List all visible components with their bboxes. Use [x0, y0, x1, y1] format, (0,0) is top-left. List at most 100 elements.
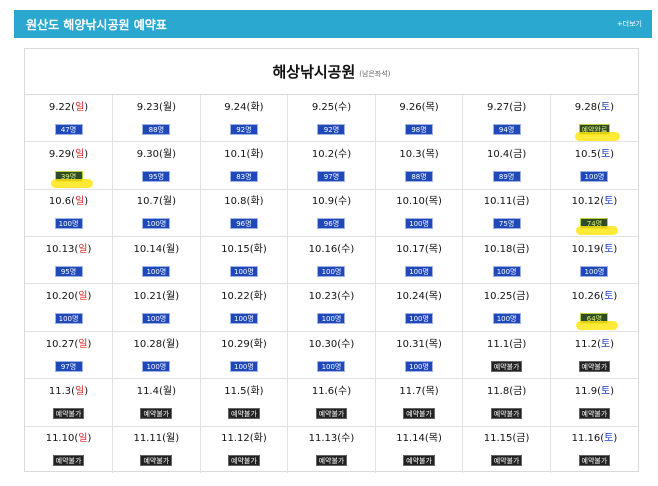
day-date: 10.25(금)	[463, 290, 550, 303]
date-number: 9.27(	[486, 101, 514, 113]
date-number: 9.24(	[224, 101, 251, 113]
seats-remaining-button[interactable]: 96명	[229, 218, 258, 230]
date-number: 11.10(	[45, 433, 79, 445]
weekday-label: 화	[250, 385, 260, 397]
seats-remaining-button[interactable]: 100명	[405, 360, 434, 372]
seats-remaining-button[interactable]: 88명	[142, 123, 171, 135]
seats-remaining-button[interactable]: 100명	[405, 265, 434, 277]
seats-remaining-button[interactable]: 100명	[492, 313, 521, 325]
day-date: 10.17(목)	[376, 243, 463, 256]
seats-remaining-button[interactable]: 100명	[405, 313, 434, 325]
date-paren: )	[522, 338, 527, 350]
seats-remaining-button[interactable]: 100명	[142, 360, 171, 372]
date-paren: )	[350, 338, 355, 350]
seats-remaining-button[interactable]: 100명	[142, 265, 171, 277]
weekday-label: 화	[253, 338, 263, 350]
seats-remaining-button[interactable]: 100명	[317, 360, 346, 372]
seats-remaining-button[interactable]: 100명	[317, 265, 346, 277]
seats-remaining-button[interactable]: 100명	[142, 218, 171, 230]
seats-remaining-button[interactable]: 100명	[229, 313, 258, 325]
day-date: 10.22(화)	[201, 290, 288, 303]
seats-remaining-button[interactable]: 92명	[317, 123, 346, 135]
date-paren: )	[437, 243, 442, 255]
seats-remaining-button[interactable]: 97명	[54, 360, 83, 372]
calendar-day-cell: 11.5(화) 예약불가	[199, 378, 289, 427]
seats-remaining-button[interactable]: 97명	[317, 171, 346, 183]
weekday-label: 수	[341, 291, 351, 303]
date-number: 10.19(	[571, 243, 605, 255]
date-paren: )	[87, 338, 92, 350]
date-number: 11.3(	[48, 385, 76, 397]
date-number: 10.7(	[136, 196, 163, 208]
seats-remaining-button[interactable]: 75명	[492, 218, 521, 230]
reservation-unavailable-badge: 예약불가	[228, 455, 260, 467]
seats-remaining-button[interactable]: 100명	[580, 171, 609, 183]
date-number: 9.25(	[311, 101, 338, 113]
seats-remaining-button[interactable]: 100명	[492, 265, 521, 277]
calendar-day-cell: 11.13(수) 예약불가	[287, 425, 376, 473]
seats-remaining-button[interactable]: 83명	[229, 171, 258, 183]
day-date: 11.7(목)	[376, 385, 463, 398]
weekday-label: 금	[513, 385, 523, 397]
seats-remaining-button[interactable]: 96명	[317, 218, 346, 230]
weekday-label: 토	[600, 385, 611, 397]
day-date: 9.26(목)	[376, 101, 463, 114]
date-paren: )	[434, 101, 439, 113]
seats-remaining-button[interactable]: 89명	[492, 171, 521, 183]
calendar-week-row: 10.6(일) 100명 10.7(월) 100명 10.8(화) 96명 10.9(수) 9…	[25, 188, 638, 238]
weekday-label: 금	[513, 149, 523, 161]
weekday-label: 목	[428, 433, 438, 445]
seats-remaining-button[interactable]: 95명	[142, 171, 171, 183]
seats-remaining-button[interactable]: 92명	[229, 123, 258, 135]
seats-remaining-button[interactable]: 94명	[492, 123, 521, 135]
date-paren: )	[87, 243, 92, 255]
day-date: 11.16(토)	[551, 432, 638, 445]
more-link[interactable]: +더보기	[616, 20, 642, 28]
calendar-day-cell: 9.25(수) 92명	[287, 95, 376, 143]
date-number: 10.18(	[483, 243, 517, 255]
seats-remaining-button[interactable]: 98명	[405, 123, 434, 135]
day-date: 10.3(목)	[376, 148, 463, 161]
date-paren: )	[437, 291, 442, 303]
weekday-label: 수	[338, 385, 348, 397]
seats-remaining-button[interactable]: 47명	[54, 123, 83, 135]
calendar-day-cell: 10.16(수) 100명	[287, 236, 376, 285]
panel-heading: 해상낚시공원 (남은좌석)	[25, 49, 638, 95]
date-paren: )	[84, 196, 89, 208]
calendar-day-cell: 10.24(목) 100명	[374, 283, 464, 332]
seats-remaining-button[interactable]: 95명	[54, 265, 83, 277]
seats-remaining-button[interactable]: 100명	[229, 360, 258, 372]
day-date: 10.13(일)	[25, 243, 112, 256]
seats-remaining-button[interactable]: 88명	[405, 171, 434, 183]
highlighter-mark	[576, 226, 619, 236]
day-date: 10.7(월)	[113, 195, 200, 208]
date-paren: )	[610, 101, 615, 113]
seats-remaining-button[interactable]: 100명	[54, 313, 83, 325]
calendar-week-row: 10.20(일) 100명 10.21(월) 100명 10.22(화) 100명 10.2…	[25, 283, 638, 332]
calendar-day-cell: 9.29(일) 39명	[25, 141, 114, 190]
calendar-day-cell: 11.6(수) 예약불가	[287, 378, 376, 427]
date-paren: )	[262, 291, 267, 303]
day-date: 10.18(금)	[463, 243, 550, 256]
seats-remaining-button[interactable]: 100명	[229, 265, 258, 277]
date-paren: )	[87, 433, 92, 445]
day-date: 11.12(화)	[201, 432, 288, 445]
calendar-day-cell: 10.4(금) 89명	[462, 141, 551, 190]
date-number: 10.4(	[486, 149, 514, 161]
seats-remaining-button[interactable]: 100명	[317, 313, 346, 325]
date-paren: )	[613, 433, 618, 445]
date-number: 9.26(	[399, 101, 426, 113]
date-paren: )	[350, 433, 355, 445]
date-number: 10.11(	[483, 196, 517, 208]
seats-remaining-button[interactable]: 100명	[405, 218, 434, 230]
calendar-day-cell: 10.29(화) 100명	[199, 330, 289, 380]
seats-remaining-button[interactable]: 100명	[142, 313, 171, 325]
seats-remaining-button[interactable]: 100명	[580, 265, 609, 277]
date-number: 10.20(	[45, 291, 79, 303]
weekday-label: 일	[75, 196, 85, 208]
seats-remaining-button[interactable]: 100명	[54, 218, 83, 230]
day-date: 10.16(수)	[288, 243, 375, 256]
date-paren: )	[350, 243, 355, 255]
calendar-week-row: 11.3(일) 예약불가 11.4(월) 예약불가 11.5(화) 예약불가 11.6(수)…	[25, 378, 638, 427]
date-number: 11.5(	[224, 385, 251, 397]
